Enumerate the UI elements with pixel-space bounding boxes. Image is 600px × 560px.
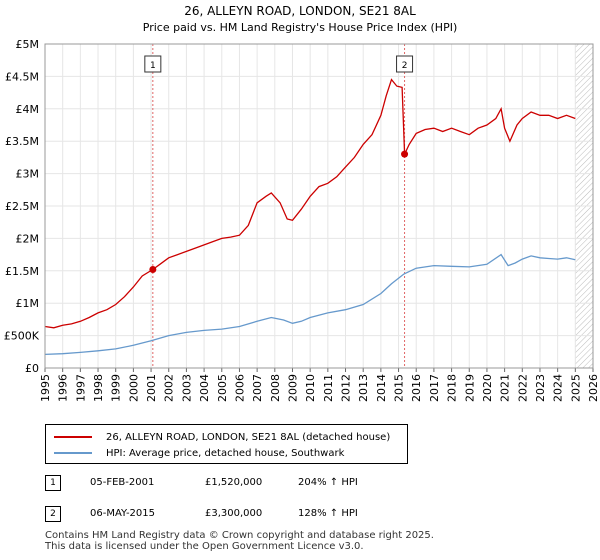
sale-label-box [144, 55, 162, 73]
y-tick-label: £3.5M [5, 135, 39, 148]
footer: Contains HM Land Registry data © Crown c… [45, 530, 434, 552]
x-tick-label: 2017 [428, 374, 441, 402]
x-tick-label: 1996 [57, 374, 70, 402]
footer-licence: This data is licensed under the Open Gov… [45, 541, 364, 552]
y-tick-label: £500K [4, 330, 40, 343]
legend-label-hpi: HPI: Average price, detached house, Sout… [106, 447, 345, 459]
y-tick-label: £2M [16, 232, 40, 245]
y-tick-label: £5M [16, 38, 40, 51]
x-tick-label: 2007 [251, 374, 264, 402]
sale-point [401, 150, 409, 158]
x-tick-label: 1999 [110, 374, 123, 402]
x-tick-label: 2016 [410, 374, 423, 402]
y-tick-label: £2.5M [5, 200, 39, 213]
legend-swatch-property [54, 436, 92, 438]
x-tick-label: 2000 [127, 374, 140, 402]
sale-price: £1,520,000 [205, 477, 263, 488]
x-tick-label: 2008 [269, 374, 282, 402]
x-tick-label: 2011 [322, 374, 335, 402]
x-tick-label: 2002 [163, 374, 176, 402]
x-tick-label: 2010 [304, 374, 317, 402]
x-tick-label: 2003 [180, 374, 193, 402]
sale-badge: 1 [45, 475, 61, 491]
x-tick-label: 2023 [534, 374, 547, 402]
y-tick-label: £3M [16, 168, 40, 181]
x-tick-label: 2012 [340, 374, 353, 402]
sale-point [149, 266, 157, 274]
legend-item-hpi: HPI: Average price, detached house, Sout… [54, 445, 344, 461]
x-tick-label: 2015 [393, 374, 406, 402]
x-tick-label: 2009 [286, 374, 299, 402]
sale-date: 06-MAY-2015 [90, 508, 156, 519]
x-tick-label: 2004 [198, 374, 211, 402]
x-tick-label: 2014 [375, 374, 388, 402]
sale-label: 1 [150, 61, 156, 71]
sale-hpi-change: 128% ↑ HPI [298, 508, 358, 519]
sale-label: 2 [402, 61, 408, 71]
y-tick-label: £4.5M [5, 70, 39, 83]
hpi-line [44, 253, 576, 356]
chart-subtitle: Price paid vs. HM Land Registry's House … [143, 21, 458, 34]
chart-title: 26, ALLEYN ROAD, LONDON, SE21 8AL [184, 4, 416, 18]
x-tick-label: 2024 [552, 374, 565, 402]
plot-border [44, 43, 594, 369]
x-tick-label: 1997 [74, 374, 87, 402]
price-chart: 26, ALLEYN ROAD, LONDON, SE21 8AL Price p… [4, 4, 600, 402]
x-tick-label: 2022 [516, 374, 529, 402]
x-tick-label: 2026 [587, 374, 600, 402]
x-tick-label: 2013 [357, 374, 370, 402]
sale-label-box [396, 55, 414, 73]
sale-hpi-change: 204% ↑ HPI [298, 477, 358, 488]
y-tick-label: £1.5M [5, 265, 39, 278]
legend-swatch-hpi [54, 452, 92, 454]
sale-badge: 2 [45, 506, 61, 522]
x-tick-label: 2006 [233, 374, 246, 402]
chart-legend: 26, ALLEYN ROAD, LONDON, SE21 8AL (detac… [45, 424, 408, 464]
x-tick-label: 2020 [481, 374, 494, 402]
x-tick-label: 2019 [463, 374, 476, 402]
legend-item-property: 26, ALLEYN ROAD, LONDON, SE21 8AL (detac… [54, 429, 390, 445]
y-tick-label: £4M [16, 103, 40, 116]
footer-copyright: Contains HM Land Registry data © Crown c… [45, 530, 434, 541]
x-tick-label: 2025 [569, 374, 582, 402]
legend-label-property: 26, ALLEYN ROAD, LONDON, SE21 8AL (detac… [106, 431, 391, 443]
x-tick-label: 1998 [92, 374, 105, 402]
x-tick-label: 1995 [39, 374, 52, 402]
x-tick-label: 2018 [446, 374, 459, 402]
sale-price: £3,300,000 [205, 508, 263, 519]
property-price-line [44, 78, 576, 329]
y-tick-label: £1M [16, 297, 40, 310]
y-tick-label: £0 [25, 362, 39, 375]
x-tick-label: 2001 [145, 374, 158, 402]
x-tick-label: 2021 [499, 374, 512, 402]
sale-date: 05-FEB-2001 [90, 477, 155, 488]
x-tick-label: 2005 [216, 374, 229, 402]
